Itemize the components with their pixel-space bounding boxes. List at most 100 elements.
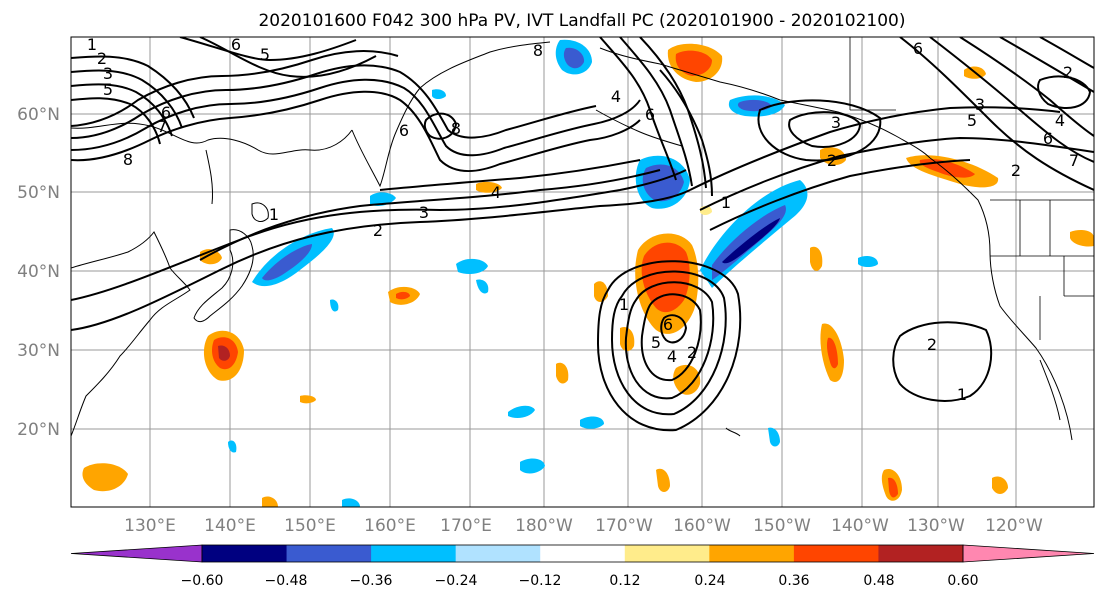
shade-neg-small-8	[330, 299, 339, 312]
shade-pos-south-1	[673, 364, 701, 395]
colorbar-outline	[201, 544, 964, 563]
contour-label: 2	[927, 335, 937, 354]
gridlines	[71, 37, 1094, 507]
contours	[71, 37, 1094, 432]
contour-label: 3	[831, 113, 841, 132]
contour-label: 6	[913, 39, 923, 58]
shading-negative	[228, 39, 878, 507]
contour-label: 3	[975, 95, 985, 114]
lat-tick-label: 30°N	[17, 341, 60, 361]
coast-china-korea	[71, 231, 191, 437]
coast-hawaii	[725, 427, 741, 437]
contour-label: 5	[260, 45, 270, 64]
shade-pos-mid-3	[556, 362, 569, 384]
contour-label: 2	[97, 49, 107, 68]
contour-label: 8	[451, 119, 461, 138]
contour-gulf-7	[709, 159, 971, 231]
contour-label: 2	[1063, 63, 1073, 82]
lat-tick-label: 50°N	[17, 183, 60, 203]
shade-neg-small-11	[432, 89, 446, 99]
contour-label: 2	[827, 151, 837, 170]
lon-tick-label: 170°E	[440, 516, 492, 536]
colorbar-label: −0.12	[519, 573, 562, 589]
coast-asia-north	[71, 122, 353, 155]
contour-ak-low-1	[788, 111, 862, 148]
coast-hokkaido	[251, 202, 269, 222]
colorbar-segment	[878, 545, 964, 562]
contour-c-5	[660, 314, 688, 344]
contour-label: 6	[161, 103, 171, 122]
contour-label: 2	[1011, 161, 1021, 180]
figure-title: 2020101600 F042 300 hPa PV, IVT Landfall…	[258, 11, 905, 31]
colorbar: −0.60 −0.48 −0.36 −0.24 −0.12 0.12 0.24 …	[70, 544, 1095, 589]
contour-label: 3	[419, 203, 429, 222]
shading-positive	[82, 43, 1094, 507]
contour-ne-3	[959, 37, 1094, 137]
shade-pos-sw-japan-deep	[218, 345, 230, 361]
contour-gulf-2	[619, 37, 693, 187]
colorbar-segment	[709, 545, 795, 562]
colorbar-label: 0.60	[947, 573, 978, 589]
shade-pos-east-core	[826, 337, 838, 369]
map-content: 2 3 5 6 5 7 6 8 8 6 4 3 2 1 8 4 1 6 3 2 …	[71, 35, 1094, 507]
contour-nw-2	[71, 83, 173, 137]
colorbar-label: 0.24	[694, 573, 725, 589]
contour-top-1	[179, 37, 357, 62]
contour-n-2	[71, 78, 641, 157]
colorbar-label: −0.24	[435, 573, 478, 589]
map-background	[71, 37, 1094, 507]
lon-ticks: 130°E 140°E 150°E 160°E 170°E 180°W 170°…	[124, 516, 1043, 536]
shade-pos-kamchatka-core	[675, 50, 712, 76]
colorbar-label: −0.60	[181, 573, 224, 589]
contour-ne-4	[999, 37, 1094, 93]
lon-tick-label: 160°W	[673, 516, 731, 536]
contour-label: 8	[533, 41, 543, 60]
contour-label: 8	[123, 150, 133, 169]
contour-label: 7	[1069, 151, 1079, 170]
shade-neg-small-10	[858, 256, 878, 267]
shade-pos-mid-12	[300, 395, 316, 404]
contour-gulf-4	[659, 69, 713, 197]
shade-pos-mid-8	[1070, 230, 1094, 247]
colorbar-label: 0.36	[778, 573, 809, 589]
contour-label: 4	[667, 347, 677, 366]
colorbar-label: −0.48	[265, 573, 308, 589]
lon-tick-label: 180°W	[515, 516, 573, 536]
lon-tick-label: 150°E	[284, 516, 336, 536]
shade-pos-mid-10	[992, 476, 1008, 494]
contour-labels: 2 3 5 6 5 7 6 8 8 6 4 3 2 1 8 4 1 6 3 2 …	[87, 35, 1079, 404]
contour-ak-low-2	[757, 99, 882, 162]
lon-tick-label: 150°W	[753, 516, 811, 536]
contour-label: 6	[1043, 129, 1053, 148]
colorbar-labels: −0.60 −0.48 −0.36 −0.24 −0.12 0.12 0.24 …	[181, 573, 979, 589]
shade-pos-mid-9	[656, 468, 670, 492]
contour-nw-low	[423, 112, 458, 140]
shade-neg-small-5	[768, 427, 780, 447]
colorbar-segment	[286, 545, 372, 562]
shade-pos-south-2	[620, 326, 635, 352]
colorbar-segment	[202, 545, 288, 562]
colorbar-extend-low	[70, 544, 203, 563]
colorbar-segment	[455, 545, 541, 562]
contour-label: 7	[157, 117, 167, 136]
coast-alaska	[599, 47, 931, 159]
colorbar-label: −0.36	[350, 573, 393, 589]
lon-tick-label: 130°E	[124, 516, 176, 536]
colorbar-segments	[70, 544, 1095, 563]
contour-nw-1	[71, 97, 161, 145]
contour-w-3	[199, 169, 661, 261]
coastlines	[71, 41, 1073, 441]
shade-pos-mid-11	[476, 181, 502, 193]
contour-label: 1	[619, 295, 629, 314]
contour-label: 4	[611, 87, 621, 106]
lon-tick-label: 140°E	[204, 516, 256, 536]
shade-pos-south-3-core	[888, 477, 898, 498]
lat-tick-label: 60°N	[17, 105, 60, 125]
contour-c-2	[624, 281, 715, 400]
contour-w-4	[379, 159, 641, 191]
contour-n-1	[71, 90, 641, 172]
contour-label: 1	[957, 385, 967, 404]
contour-label: 1	[269, 205, 279, 224]
contour-label: 6	[231, 35, 241, 54]
contour-label: 5	[651, 333, 661, 352]
